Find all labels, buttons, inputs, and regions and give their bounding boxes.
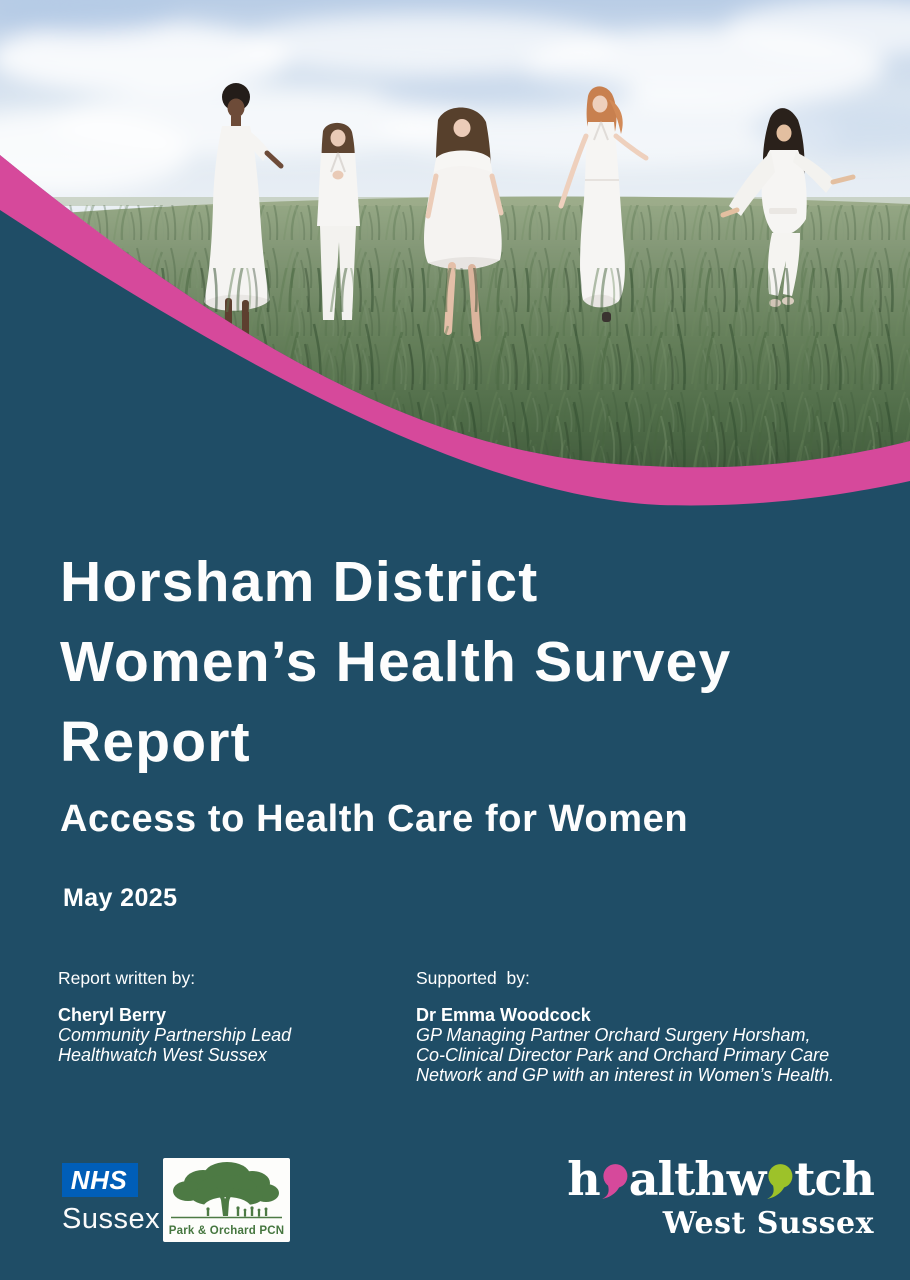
supported-by-block: Supported by: Dr Emma Woodcock GP Managi… [416,968,910,1085]
author-role: Community Partnership Lead [58,1025,292,1045]
park-orchard-pcn-logo: Park & Orchard PCN [163,1158,290,1242]
pink-comma-icon [601,1164,628,1199]
green-comma-icon [767,1164,793,1199]
supporter-name: Dr Emma Woodcock [416,1005,591,1025]
supporter-role-2: Co-Clinical Director Park and Orchard Pr… [416,1045,830,1065]
healthwatch-wordmark: h althw tch [538,1152,875,1206]
supporter-role-3: Network and GP with an interest in Women… [416,1065,835,1085]
written-by-block: Report written by: Cheryl Berry Communit… [58,968,416,1085]
healthwatch-region-label: West Sussex [662,1206,874,1241]
cover-photo [0,0,910,560]
page-subtitle: Access to Health Care for Women [60,798,689,840]
oak-tree-icon [171,1162,282,1219]
nhs-sussex-logo: NHS Sussex [62,1163,172,1236]
author-org: Healthwatch West Sussex [58,1045,267,1065]
hw-part-3: tch [794,1152,875,1206]
title-line-3: Report [60,710,251,774]
report-date: May 2025 [63,884,178,912]
supporter-role-1: GP Managing Partner Orchard Surgery Hors… [416,1025,811,1045]
pcn-label: Park & Orchard PCN [168,1225,285,1237]
credits: Report written by: Cheryl Berry Communit… [58,968,910,1085]
hw-part-2: althw [628,1152,767,1206]
nhs-wordmark: NHS [70,1164,128,1195]
nhs-region-label: Sussex [62,1203,161,1235]
pink-swoosh [0,155,910,506]
clouds [0,0,910,194]
hw-part-1: h [567,1152,600,1206]
nhs-logo-icon: NHS [62,1163,138,1197]
page-title: Horsham District Women’s Health Survey R… [60,542,880,782]
written-by-heading: Report written by: [58,968,196,988]
title-line-1: Horsham District [60,550,539,614]
author-name: Cheryl Berry [58,1005,167,1025]
field-photo-illustration [0,0,910,506]
title-line-2: Women’s Health Survey [60,630,732,694]
healthwatch-logo: h althw tch West Sussex [538,1152,875,1241]
supported-by-heading: Supported by: [416,968,530,988]
